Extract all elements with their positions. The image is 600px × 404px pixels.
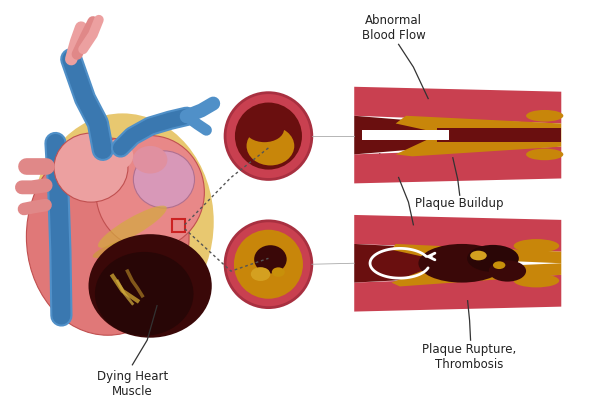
Ellipse shape <box>133 146 167 174</box>
Ellipse shape <box>493 261 505 269</box>
Polygon shape <box>354 244 468 282</box>
Ellipse shape <box>96 136 205 249</box>
Ellipse shape <box>272 267 285 277</box>
Text: Abnormal
Blood Flow: Abnormal Blood Flow <box>362 14 425 42</box>
Polygon shape <box>354 147 561 183</box>
Text: Plaque Rupture,
Thrombosis: Plaque Rupture, Thrombosis <box>422 343 517 371</box>
Bar <box>172 219 185 232</box>
Ellipse shape <box>92 235 148 258</box>
Ellipse shape <box>418 244 505 282</box>
Bar <box>362 130 449 140</box>
Polygon shape <box>395 135 561 156</box>
Ellipse shape <box>251 267 271 281</box>
Ellipse shape <box>247 126 294 166</box>
Ellipse shape <box>514 274 559 287</box>
Text: Blocked
Blood Flow: Blocked Blood Flow <box>362 153 425 181</box>
Ellipse shape <box>254 245 287 274</box>
Ellipse shape <box>526 149 563 160</box>
Ellipse shape <box>470 251 487 260</box>
Ellipse shape <box>467 245 519 272</box>
Polygon shape <box>354 215 561 252</box>
Circle shape <box>235 103 302 170</box>
Circle shape <box>225 93 312 179</box>
Polygon shape <box>391 244 561 263</box>
Polygon shape <box>354 87 561 124</box>
Text: Plaque Buildup: Plaque Buildup <box>415 197 504 210</box>
Ellipse shape <box>26 138 189 335</box>
Ellipse shape <box>95 252 194 336</box>
Ellipse shape <box>92 140 133 172</box>
Ellipse shape <box>89 234 212 338</box>
Ellipse shape <box>31 114 214 330</box>
Ellipse shape <box>133 151 194 208</box>
Text: Dying Heart
Muscle: Dying Heart Muscle <box>97 370 168 398</box>
Polygon shape <box>391 263 561 286</box>
Polygon shape <box>437 128 561 142</box>
Circle shape <box>234 230 303 299</box>
Ellipse shape <box>245 116 284 142</box>
Ellipse shape <box>514 239 559 252</box>
Ellipse shape <box>489 260 526 282</box>
Ellipse shape <box>98 206 167 248</box>
Polygon shape <box>395 116 561 135</box>
Circle shape <box>225 221 312 307</box>
Polygon shape <box>354 116 448 154</box>
Ellipse shape <box>54 133 128 202</box>
Ellipse shape <box>526 110 563 122</box>
Polygon shape <box>354 275 561 311</box>
